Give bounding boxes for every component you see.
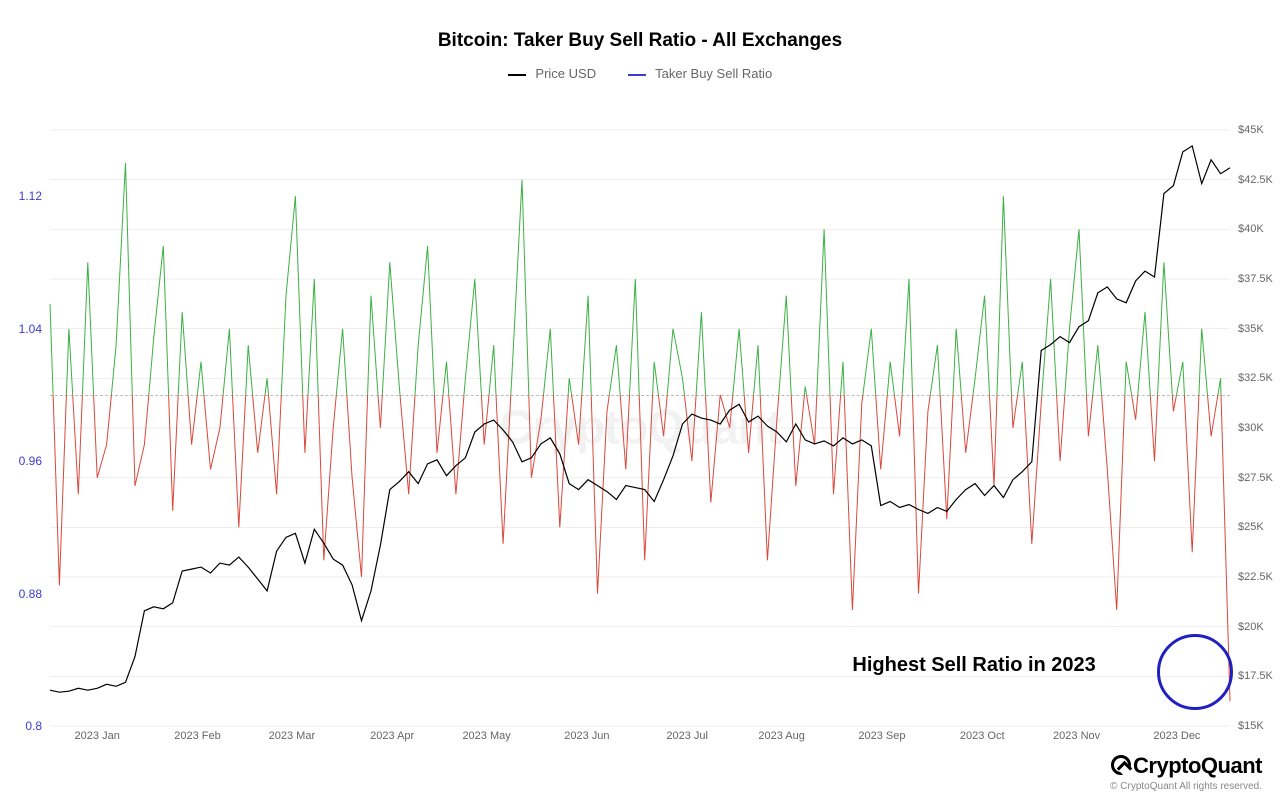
y-left-tick: 0.88 — [19, 587, 42, 601]
x-tick: 2023 Mar — [269, 730, 315, 742]
y-right-tick: $27.5K — [1238, 472, 1273, 484]
x-tick: 2023 Jul — [666, 730, 708, 742]
y-axis-right-labels: $15K$17.5K$20K$22.5K$25K$27.5K$30K$32.5K… — [1232, 130, 1280, 726]
x-tick: 2023 Sep — [858, 730, 905, 742]
legend: Price USD Taker Buy Sell Ratio — [0, 52, 1280, 81]
x-axis-labels: 2023 Jan 2023 Feb 2023 Mar 2023 Apr 2023 May… — [50, 730, 1230, 750]
x-tick: 2023 Jan — [75, 730, 120, 742]
y-left-tick: 1.12 — [19, 189, 42, 203]
y-right-tick: $22.5K — [1238, 571, 1273, 583]
y-right-tick: $35K — [1238, 323, 1264, 335]
y-right-tick: $40K — [1238, 223, 1264, 235]
y-right-tick: $15K — [1238, 720, 1264, 732]
legend-swatch-price — [508, 74, 526, 76]
legend-label-price: Price USD — [535, 66, 596, 81]
copyright: © CryptoQuant All rights reserved. — [1110, 781, 1262, 792]
brand-icon — [1111, 755, 1131, 775]
x-tick: 2023 Oct — [960, 730, 1005, 742]
legend-item-ratio: Taker Buy Sell Ratio — [628, 66, 772, 81]
y-right-tick: $17.5K — [1238, 670, 1273, 682]
y-right-tick: $32.5K — [1238, 372, 1273, 384]
legend-swatch-ratio — [628, 74, 646, 76]
y-left-tick: 0.96 — [19, 454, 42, 468]
brand-text: CryptoQuant — [1133, 753, 1262, 778]
x-tick: 2023 Jun — [564, 730, 609, 742]
annotation-text: Highest Sell Ratio in 2023 — [852, 654, 1095, 677]
x-tick: 2023 May — [462, 730, 510, 742]
legend-item-price: Price USD — [508, 66, 596, 81]
x-tick: 2023 Dec — [1153, 730, 1200, 742]
annotation-circle — [1157, 634, 1233, 710]
y-right-tick: $20K — [1238, 621, 1264, 633]
y-axis-left-labels: 0.80.880.961.041.12 — [0, 130, 48, 726]
chart-title: Bitcoin: Taker Buy Sell Ratio - All Exch… — [0, 0, 1280, 52]
y-left-tick: 1.04 — [19, 322, 42, 336]
legend-label-ratio: Taker Buy Sell Ratio — [655, 66, 772, 81]
x-tick: 2023 Nov — [1053, 730, 1100, 742]
y-right-tick: $42.5K — [1238, 174, 1273, 186]
plot-area: CryptoQuant Highest Sell Ratio in 2023 — [50, 130, 1230, 726]
x-tick: 2023 Feb — [174, 730, 220, 742]
y-left-tick: 0.8 — [25, 719, 42, 733]
y-right-tick: $45K — [1238, 124, 1264, 136]
y-right-tick: $37.5K — [1238, 273, 1273, 285]
x-tick: 2023 Apr — [370, 730, 414, 742]
footer: CryptoQuant © CryptoQuant All rights res… — [1110, 753, 1262, 792]
y-right-tick: $25K — [1238, 521, 1264, 533]
chart-svg — [50, 130, 1230, 726]
x-tick: 2023 Aug — [758, 730, 805, 742]
y-right-tick: $30K — [1238, 422, 1264, 434]
brand: CryptoQuant — [1110, 753, 1262, 779]
